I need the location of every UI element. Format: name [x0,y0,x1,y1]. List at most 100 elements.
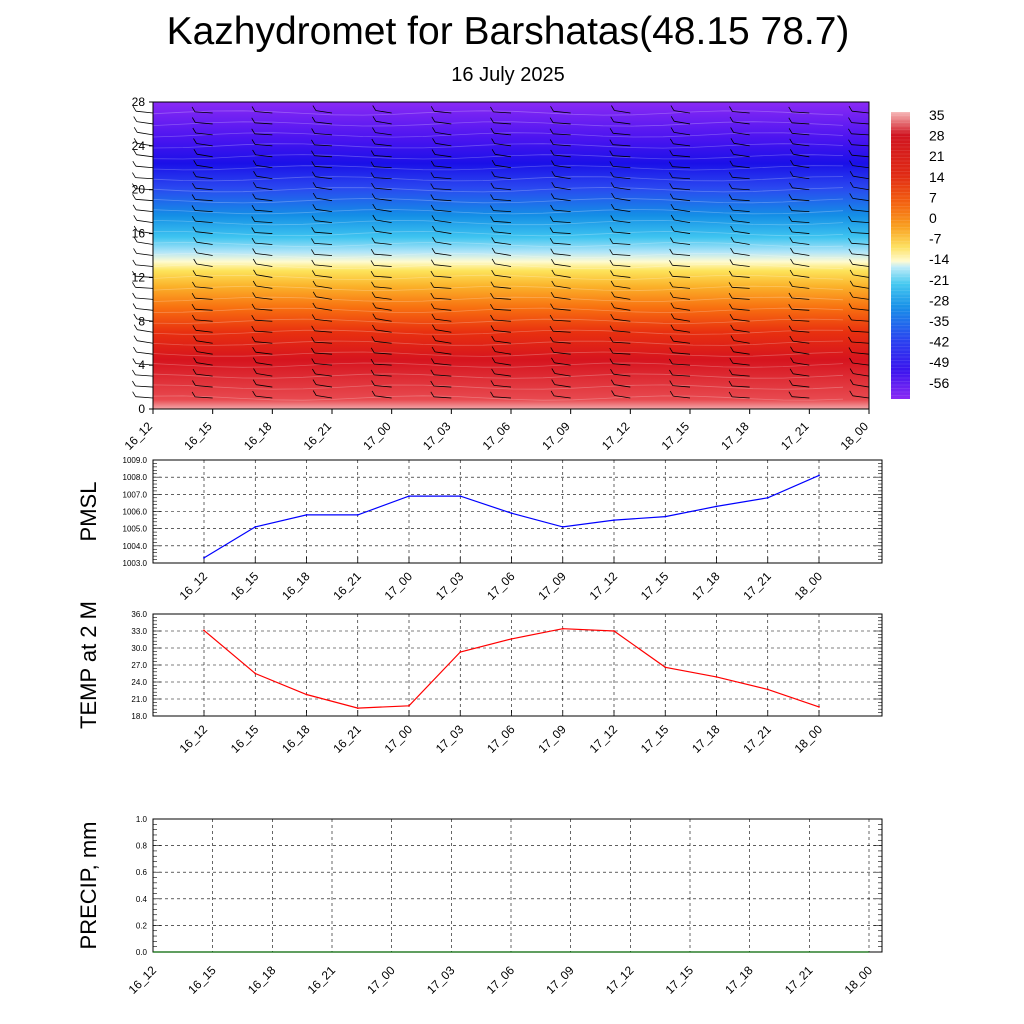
wind-barb-flag [610,270,614,276]
wind-barb [255,154,273,158]
isotherm-contour [152,165,844,171]
wind-barb-flag [192,226,197,232]
wind-barb [793,351,810,355]
wind-barb-flag [549,128,554,135]
wind-barb [135,374,154,377]
wind-barb-flag [191,205,196,211]
wind-barb-flag [848,248,853,255]
wind-barb [672,374,691,377]
temp-y-tick-label: 30.0 [131,644,147,653]
colorbar-label: -56 [929,375,949,391]
wind-barb [375,230,392,234]
wind-barb-flag [491,247,496,254]
wind-barb [493,220,512,224]
wind-barb-flag [609,128,614,134]
wind-barb [256,373,273,377]
wind-barb-flag [610,171,614,178]
wind-barb [614,208,631,213]
precip-x-tick-label: 18_00 [842,963,876,997]
wind-barb-flag [490,117,494,123]
wind-barb [195,329,213,333]
wind-barb-flag [609,150,614,156]
wind-barb [731,188,750,191]
wind-barb [674,318,691,322]
temp-x-tick-label: 18_00 [792,722,826,756]
wind-barb [375,329,392,333]
temp-x-tick-label: 17_03 [433,722,467,756]
wind-barb [853,274,870,278]
wind-barb [853,384,870,388]
wind-barb [135,286,154,289]
colorbar-label: -7 [929,231,942,247]
wind-barb [374,187,392,191]
wind-barb [732,297,750,300]
wind-barb-flag [370,369,375,376]
wind-barb-flag [252,248,256,254]
wind-barb [554,263,571,267]
wind-barb [314,165,333,169]
pmsl-y-axis-label: PMSL [76,482,101,542]
wind-barb-flag [730,335,735,341]
wind-barb [851,330,870,333]
wind-barb-flag [372,324,376,331]
wind-barb [553,144,571,147]
wind-barb-flag [191,194,196,200]
wind-barb [732,374,750,377]
wind-barb [195,199,213,202]
wind-barb [613,220,631,224]
wind-barb-flag [370,260,375,266]
wind-barb [255,198,273,202]
wind-barb-flag [551,280,556,287]
wind-barb-flag [550,193,555,199]
heatmap-x-tick-label: 17_06 [480,419,514,453]
wind-barb-flag [730,324,734,331]
wind-barb-flag [790,357,794,363]
wind-barb [434,154,452,158]
wind-barb [493,199,512,202]
wind-barb-flag [669,335,674,342]
wind-barb [494,241,512,245]
wind-barb [554,395,571,399]
precip-y-tick-label: 0.0 [136,948,148,957]
wind-barb-flag [549,216,554,222]
wind-barb [135,385,154,388]
wind-barb-flag [670,313,675,319]
wind-barb-flag [550,204,554,211]
wind-barb [375,395,392,399]
wind-barb [195,122,213,125]
wind-barb [791,319,810,322]
wind-barb-flag [790,247,794,254]
wind-barb-flag [430,194,435,200]
wind-barb-flag [372,302,377,309]
wind-barb [614,110,631,114]
wind-barb [672,154,691,158]
wind-barb-flag [670,214,675,221]
wind-barb-flag [251,227,256,233]
wind-barb [375,120,392,125]
wind-barb [852,395,870,399]
wind-barb-flag [610,379,615,385]
pmsl-data-point [664,515,667,518]
wind-barb [851,144,870,147]
isotherm-contour [152,296,844,303]
chart-title: Kazhydromet for Barshatas(48.15 78.7) [166,10,850,53]
wind-barb [553,253,571,256]
temp-x-tick-label: 17_06 [484,722,518,756]
wind-barb [494,176,512,180]
wind-barb-flag [670,127,675,133]
wind-barb [315,186,333,191]
wind-barb [612,341,631,344]
wind-barb-flag [252,292,256,298]
wind-barb-flag [490,226,495,233]
wind-barb-flag [371,336,376,342]
wind-barb [494,373,512,377]
wind-barb-flag [251,139,256,145]
wind-barb-flag [193,138,197,144]
wind-barb [195,297,213,300]
wind-barb-flag [551,170,556,177]
wind-barb-flag [253,368,257,374]
temp-x-tick-label: 17_12 [587,722,621,756]
wind-barb [793,252,810,256]
wind-barb [196,241,213,245]
